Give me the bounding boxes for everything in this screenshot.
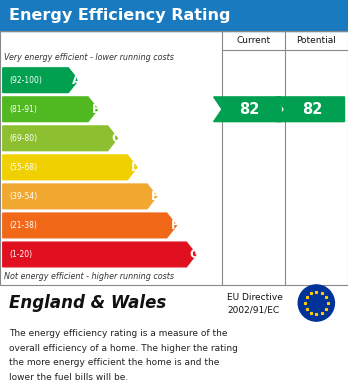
Ellipse shape bbox=[298, 285, 334, 321]
Text: A: A bbox=[72, 74, 81, 87]
Text: (69-80): (69-80) bbox=[9, 134, 37, 143]
Polygon shape bbox=[3, 126, 117, 151]
Text: The energy efficiency rating is a measure of the: The energy efficiency rating is a measur… bbox=[9, 329, 227, 338]
Polygon shape bbox=[3, 155, 137, 180]
Text: Not energy efficient - higher running costs: Not energy efficient - higher running co… bbox=[4, 272, 174, 282]
Text: (21-38): (21-38) bbox=[9, 221, 37, 230]
Text: lower the fuel bills will be.: lower the fuel bills will be. bbox=[9, 373, 128, 382]
Text: F: F bbox=[171, 219, 179, 232]
Text: B: B bbox=[92, 103, 101, 116]
Text: Very energy efficient - lower running costs: Very energy efficient - lower running co… bbox=[4, 53, 174, 63]
Polygon shape bbox=[3, 68, 78, 93]
Text: Potential: Potential bbox=[296, 36, 336, 45]
Text: (39-54): (39-54) bbox=[9, 192, 37, 201]
Bar bbox=[0, 321, 348, 391]
Text: E: E bbox=[151, 190, 159, 203]
Text: 82: 82 bbox=[302, 102, 322, 117]
Text: Energy Efficiency Rating: Energy Efficiency Rating bbox=[9, 8, 230, 23]
Text: (1-20): (1-20) bbox=[9, 250, 32, 259]
Polygon shape bbox=[3, 213, 176, 238]
Polygon shape bbox=[276, 97, 345, 122]
Text: Current: Current bbox=[236, 36, 270, 45]
Text: 82: 82 bbox=[239, 102, 259, 117]
Bar bbox=[0, 285, 348, 321]
Polygon shape bbox=[3, 184, 157, 209]
Text: the more energy efficient the home is and the: the more energy efficient the home is an… bbox=[9, 358, 219, 367]
Text: 2002/91/EC: 2002/91/EC bbox=[227, 306, 279, 315]
Text: G: G bbox=[190, 248, 199, 261]
Polygon shape bbox=[214, 97, 281, 122]
Text: (55-68): (55-68) bbox=[9, 163, 37, 172]
Bar bbox=[0, 31, 348, 285]
Text: (92-100): (92-100) bbox=[9, 76, 42, 85]
Text: England & Wales: England & Wales bbox=[9, 294, 166, 312]
Bar bbox=[0, 31, 348, 285]
Text: C: C bbox=[111, 132, 120, 145]
Text: overall efficiency of a home. The higher the rating: overall efficiency of a home. The higher… bbox=[9, 344, 238, 353]
Text: (81-91): (81-91) bbox=[9, 105, 37, 114]
Polygon shape bbox=[3, 97, 98, 122]
Text: D: D bbox=[130, 161, 140, 174]
Bar bbox=[0, 0, 348, 31]
Polygon shape bbox=[3, 242, 196, 267]
Text: EU Directive: EU Directive bbox=[227, 293, 283, 302]
